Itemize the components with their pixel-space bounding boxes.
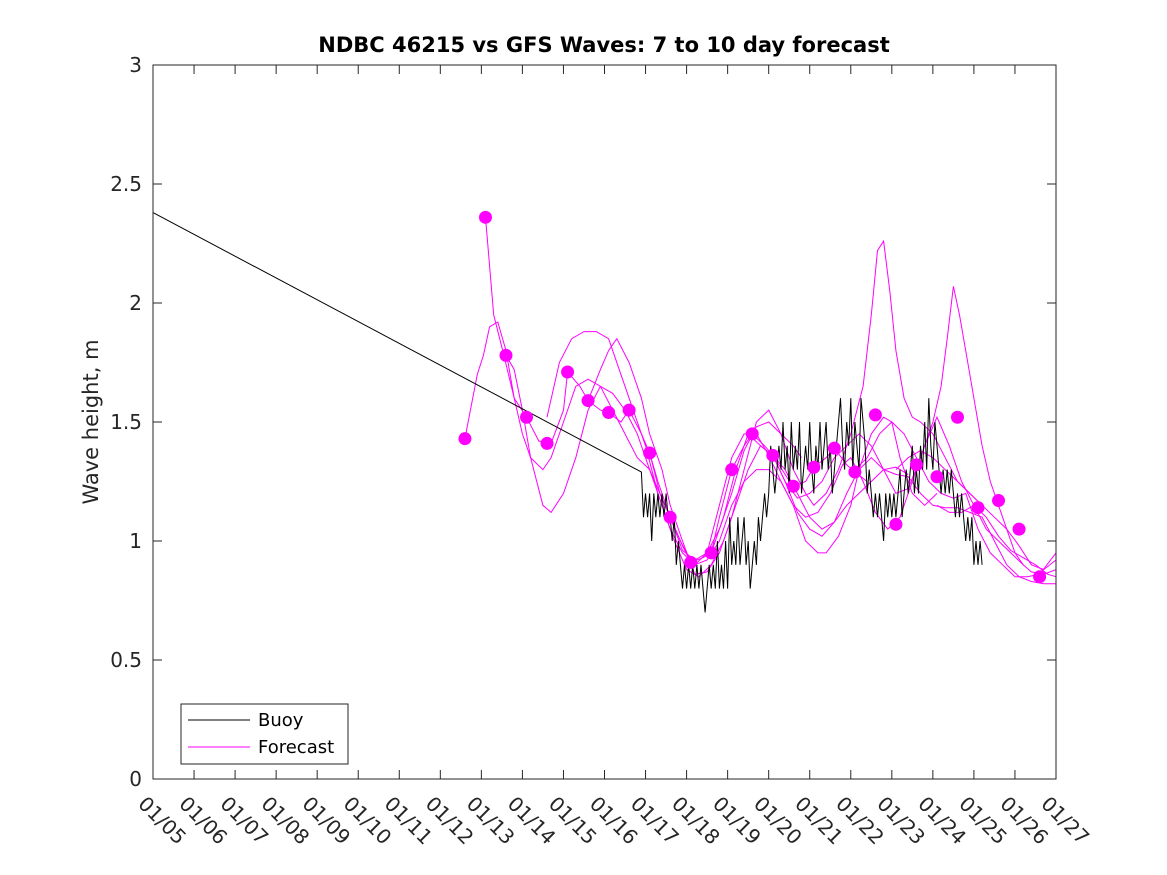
forecast-marker [950, 410, 964, 424]
plot-area [153, 65, 1056, 779]
plot-border [152, 64, 1057, 780]
forecast-marker [540, 436, 554, 450]
forecast-line [772, 286, 1057, 575]
y-tick-label: 3 [129, 53, 142, 77]
y-axis-label: Wave height, m [79, 339, 103, 504]
forecast-marker [766, 448, 780, 462]
forecast-marker [889, 517, 903, 531]
forecast-markers [458, 210, 1047, 584]
forecast-marker [520, 410, 534, 424]
forecast-marker [704, 546, 718, 560]
forecast-marker [930, 470, 944, 484]
forecast-marker [725, 463, 739, 477]
forecast-marker [745, 427, 759, 441]
forecast-marker [909, 458, 923, 472]
forecast-marker [499, 348, 513, 362]
y-tick-label: 2.5 [110, 172, 142, 196]
legend-buoy-label: Buoy [258, 710, 304, 731]
y-tick-label: 0 [129, 767, 142, 791]
y-tick-label: 0.5 [110, 648, 142, 672]
forecast-marker [827, 441, 841, 455]
forecast-marker [786, 479, 800, 493]
forecast-series [464, 217, 1057, 585]
forecast-marker [663, 510, 677, 524]
y-tick-label: 2 [129, 291, 142, 315]
forecast-marker [602, 405, 616, 419]
chart-title: NDBC 46215 vs GFS Waves: 7 to 10 day for… [318, 33, 889, 57]
forecast-line [546, 331, 938, 566]
legend-box [180, 703, 349, 765]
forecast-marker [848, 465, 862, 479]
forecast-line [464, 321, 802, 566]
forecast-line [936, 504, 1057, 578]
forecast-marker [992, 494, 1006, 508]
forecast-line [485, 217, 868, 564]
forecast-marker [1033, 570, 1047, 584]
forecast-line [649, 415, 1024, 566]
forecast-marker [622, 403, 636, 417]
y-tick-label: 1.5 [110, 410, 142, 434]
legend-forecast-label: Forecast [258, 737, 334, 758]
forecast-line [587, 239, 983, 575]
buoy-series [152, 212, 983, 613]
forecast-marker [684, 555, 698, 569]
forecast-marker [807, 460, 821, 474]
forecast-marker [458, 432, 472, 446]
forecast-marker [561, 365, 575, 379]
forecast-marker [1012, 522, 1026, 536]
y-axis: 0 0.5 1 1.5 2 2.5 3 [110, 53, 1056, 791]
legend: Buoy Forecast [180, 703, 349, 765]
forecast-marker [478, 210, 492, 224]
forecast-marker [643, 446, 657, 460]
forecast-line [505, 355, 909, 578]
forecast-marker [581, 394, 595, 408]
forecast-marker [868, 408, 882, 422]
forecast-marker [971, 501, 985, 515]
buoy-line [152, 212, 983, 613]
y-tick-label: 1 [129, 529, 142, 553]
